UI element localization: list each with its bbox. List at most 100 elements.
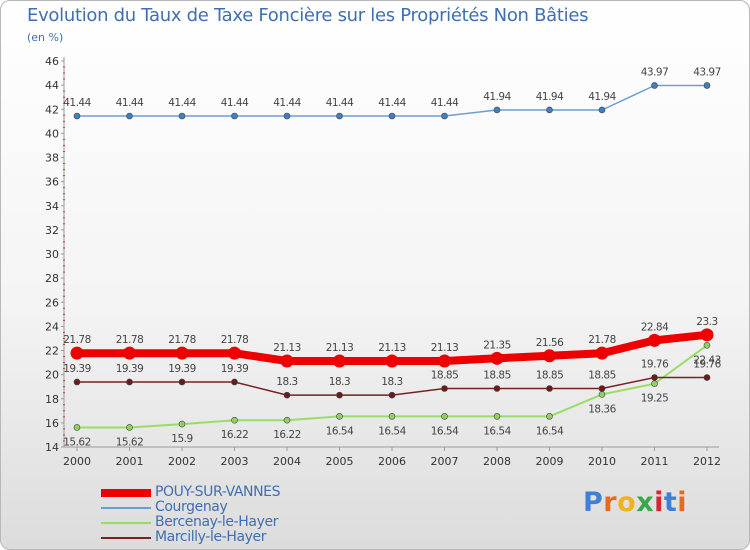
data-point (231, 416, 238, 424)
data-point (336, 112, 343, 120)
x-tick-label: 2004 (273, 455, 301, 468)
data-label: 19.76 (693, 359, 721, 371)
x-tick-label: 2008 (483, 455, 511, 468)
x-tick-label: 2000 (63, 455, 91, 468)
data-label: 16.54 (431, 425, 459, 437)
data-point (175, 346, 189, 360)
data-point (438, 354, 451, 368)
data-point (178, 420, 186, 428)
data-point (598, 106, 606, 114)
data-point (546, 106, 553, 114)
legend-swatch (101, 537, 151, 539)
legend: POUY-SUR-VANNES Courgenay Bercenay-le-Ha… (101, 484, 341, 545)
data-label: 19.39 (116, 363, 144, 375)
data-label: 16.54 (326, 425, 354, 437)
data-point (73, 378, 81, 386)
x-tick-label: 2006 (378, 455, 406, 468)
legend-item-bercenay-le-hayer: Bercenay-le-Hayer (101, 514, 341, 530)
data-label: 19.39 (63, 363, 91, 375)
x-tick-label: 2002 (168, 455, 196, 468)
data-point (388, 391, 396, 399)
y-tick-label: 36 (45, 176, 59, 189)
data-label: 21.13 (378, 342, 406, 354)
data-label: 21.78 (221, 334, 249, 346)
data-label: 21.78 (116, 334, 144, 346)
x-tick-label: 2003 (221, 455, 249, 468)
data-label: 41.44 (168, 97, 196, 109)
data-label: 21.78 (168, 334, 196, 346)
data-label: 21.56 (536, 337, 564, 349)
data-point (598, 385, 606, 392)
data-label: 41.44 (326, 97, 354, 109)
data-point (595, 346, 609, 360)
data-label: 22.84 (641, 321, 669, 333)
data-label: 19.76 (641, 359, 669, 371)
data-label: 15.62 (116, 436, 144, 448)
y-axis-unit-label: (en %) (27, 31, 64, 44)
data-point (493, 413, 501, 420)
x-tick-label: 2001 (116, 455, 144, 468)
chart-title: Evolution du Taux de Taxe Foncière sur l… (27, 5, 589, 26)
legend-label: Courgenay (155, 499, 228, 515)
data-point (651, 374, 658, 381)
data-point (703, 374, 711, 381)
legend-swatch (101, 507, 151, 509)
data-label: 18.36 (588, 403, 616, 415)
data-label: 41.94 (536, 91, 564, 103)
y-tick-label: 18 (45, 393, 59, 406)
data-label: 18.85 (536, 369, 564, 381)
data-label: 16.54 (483, 425, 511, 437)
y-tick-label: 24 (45, 320, 59, 333)
data-point (126, 424, 133, 431)
data-label: 16.22 (273, 429, 301, 441)
data-label: 15.62 (63, 436, 91, 448)
data-point (73, 112, 81, 120)
data-label: 18.85 (483, 369, 511, 381)
data-label: 18.3 (381, 376, 402, 388)
data-label: 43.97 (693, 66, 721, 78)
data-label: 23.3 (696, 316, 717, 328)
y-tick-label: 32 (45, 224, 59, 237)
data-point (283, 416, 291, 424)
data-point (703, 82, 711, 89)
logo-letter: t (663, 487, 678, 518)
data-point (493, 106, 501, 114)
data-point (385, 354, 399, 368)
y-tick-label: 16 (45, 417, 59, 430)
data-point (493, 385, 501, 392)
y-tick-label: 20 (45, 369, 59, 382)
data-label: 41.44 (431, 97, 459, 109)
y-tick-label: 22 (45, 345, 59, 358)
x-tick-label: 2012 (693, 455, 721, 468)
y-tick-label: 38 (45, 152, 59, 165)
data-point (648, 333, 661, 347)
y-tick-label: 34 (45, 200, 59, 213)
y-tick-label: 30 (45, 248, 59, 261)
y-tick-label: 46 (45, 55, 59, 68)
data-point (441, 385, 448, 392)
data-label: 41.44 (116, 97, 144, 109)
data-label: 18.3 (276, 376, 297, 388)
y-tick-label: 40 (45, 127, 59, 140)
data-point (336, 413, 343, 420)
legend-item-pouy-sur-vannes: POUY-SUR-VANNES (101, 484, 341, 500)
data-point (546, 413, 553, 420)
data-point (441, 112, 448, 120)
y-tick-label: 42 (45, 103, 59, 116)
data-point (178, 378, 186, 386)
data-label: 41.44 (273, 97, 301, 109)
y-tick-label: 28 (45, 272, 59, 285)
data-point (280, 354, 294, 368)
data-label: 21.13 (326, 342, 354, 354)
x-tick-label: 2011 (641, 455, 669, 468)
legend-label: POUY-SUR-VANNES (155, 484, 281, 500)
logo-letter: r (603, 487, 618, 518)
data-label: 22.43 (693, 354, 721, 366)
data-label: 41.44 (63, 97, 91, 109)
data-label: 41.94 (588, 91, 616, 103)
data-label: 21.13 (431, 342, 459, 354)
logo-letter: P (583, 487, 604, 518)
data-point (336, 391, 343, 399)
